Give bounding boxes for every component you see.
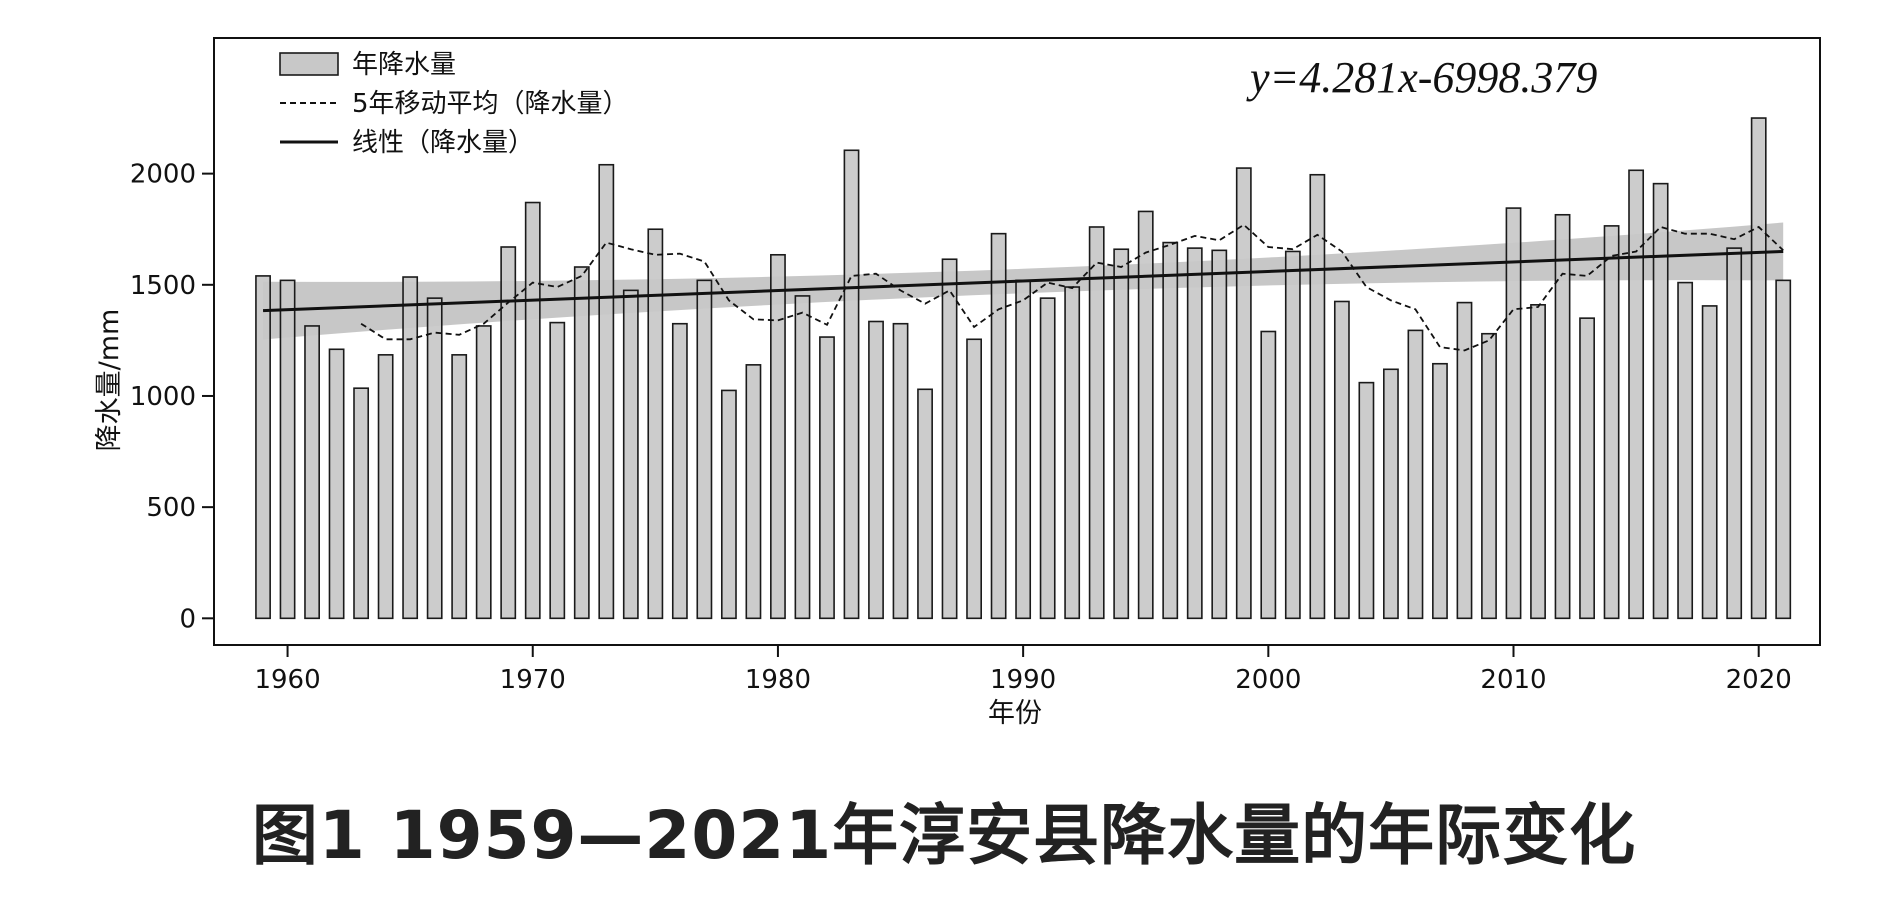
x-tick-label: 2010: [1480, 665, 1546, 695]
bar-2009: [1481, 332, 1497, 620]
bar-1964: [377, 354, 394, 620]
bar-1972: [573, 266, 590, 620]
bar-1975: [647, 228, 664, 620]
x-tick-label: 2020: [1726, 665, 1792, 695]
bar-1985: [892, 322, 909, 620]
bar-2012: [1554, 213, 1571, 620]
bar-1988: [966, 338, 982, 620]
legend-label: 5年移动平均（降水量）: [352, 89, 629, 119]
bar-1971: [549, 321, 566, 620]
bar-2013: [1579, 317, 1595, 620]
bar-2002: [1309, 173, 1326, 620]
bar-1987: [941, 258, 958, 620]
legend: 年降水量 5年移动平均（降水量） 线性（降水量）: [279, 50, 629, 158]
x-tick-label: 1960: [254, 665, 320, 695]
bar-2020: [1750, 117, 1767, 620]
bar-2019: [1726, 247, 1743, 620]
bar-1974: [622, 289, 639, 620]
bar-1997: [1186, 247, 1203, 620]
axes-layer: 0 500 1000 1500 2000 1960 1970 1980 1990 2000 2010…: [130, 37, 1821, 695]
bar-1968: [475, 325, 492, 620]
bar-1960: [279, 279, 296, 620]
y-tick-label: 0: [179, 604, 196, 634]
bar-1990: [1015, 279, 1032, 620]
y-tick-label: 1500: [130, 271, 196, 301]
bar-1983: [843, 149, 860, 620]
bar-2018: [1701, 305, 1718, 620]
figure-caption: 图1 1959—2021年淳安县降水量的年际变化: [251, 797, 1637, 874]
bar-1986: [917, 388, 933, 620]
lines-layer: [262, 223, 1784, 352]
bar-1963: [353, 387, 370, 620]
y-tick-label: 2000: [130, 160, 196, 190]
x-tick-label: 2000: [1235, 665, 1301, 695]
bar-2007: [1432, 362, 1448, 620]
regression-equation: y=4.281x-6998.379: [1246, 53, 1597, 102]
bar-1980: [770, 253, 786, 620]
legend-label: 年降水量: [352, 50, 456, 80]
trend-line: [262, 249, 1784, 313]
x-tick-label: 1970: [500, 665, 566, 695]
bar-1994: [1113, 248, 1130, 620]
y-axis-label: 降水量/mm: [94, 309, 125, 452]
bar-2014: [1603, 225, 1620, 620]
bar-1998: [1211, 249, 1228, 620]
bar-1979: [745, 364, 762, 620]
bar-1989: [990, 232, 1007, 620]
bar-1966: [426, 297, 443, 620]
bar-1967: [451, 354, 468, 620]
bar-2017: [1677, 281, 1694, 620]
bar-2003: [1333, 300, 1350, 620]
bar-1970: [524, 201, 541, 620]
bar-2000: [1260, 330, 1277, 620]
bar-1962: [328, 348, 345, 620]
bars-layer: [255, 117, 1792, 620]
y-tick-label: 1000: [130, 382, 196, 412]
bar-1965: [402, 276, 419, 620]
bar-2004: [1358, 381, 1375, 620]
bar-1977: [696, 279, 713, 620]
bar-1984: [868, 320, 884, 620]
bar-1976: [671, 322, 688, 620]
legend-label: 线性（降水量）: [352, 128, 534, 158]
bar-2021: [1775, 279, 1792, 620]
bar-2011: [1530, 304, 1546, 620]
bar-1993: [1088, 226, 1105, 620]
bar-1995: [1137, 210, 1154, 620]
bar-1961: [304, 325, 320, 620]
bar-1978: [720, 389, 737, 620]
bar-1969: [500, 246, 517, 620]
bar-2005: [1383, 368, 1399, 620]
x-tick-label: 1980: [745, 665, 811, 695]
bar-1996: [1162, 241, 1179, 620]
x-axis-label: 年份: [988, 698, 1042, 729]
bar-1981: [794, 295, 811, 620]
legend-swatch-bar: [279, 52, 339, 76]
bar-1959: [255, 275, 271, 620]
bar-2010: [1505, 207, 1522, 620]
bar-2008: [1456, 301, 1473, 620]
bar-1982: [819, 336, 835, 620]
bar-1973: [598, 163, 615, 620]
y-tick-label: 500: [146, 493, 196, 523]
x-tick-label: 1990: [990, 665, 1056, 695]
bar-1991: [1039, 297, 1056, 620]
bar-2006: [1407, 329, 1424, 620]
moving-average-line: [360, 223, 1784, 352]
bar-1999: [1235, 167, 1252, 620]
bar-1992: [1064, 286, 1081, 620]
bar-2016: [1652, 182, 1669, 620]
plot-frame: [213, 37, 1821, 646]
bar-2001: [1284, 250, 1301, 620]
bar-2015: [1628, 169, 1645, 620]
